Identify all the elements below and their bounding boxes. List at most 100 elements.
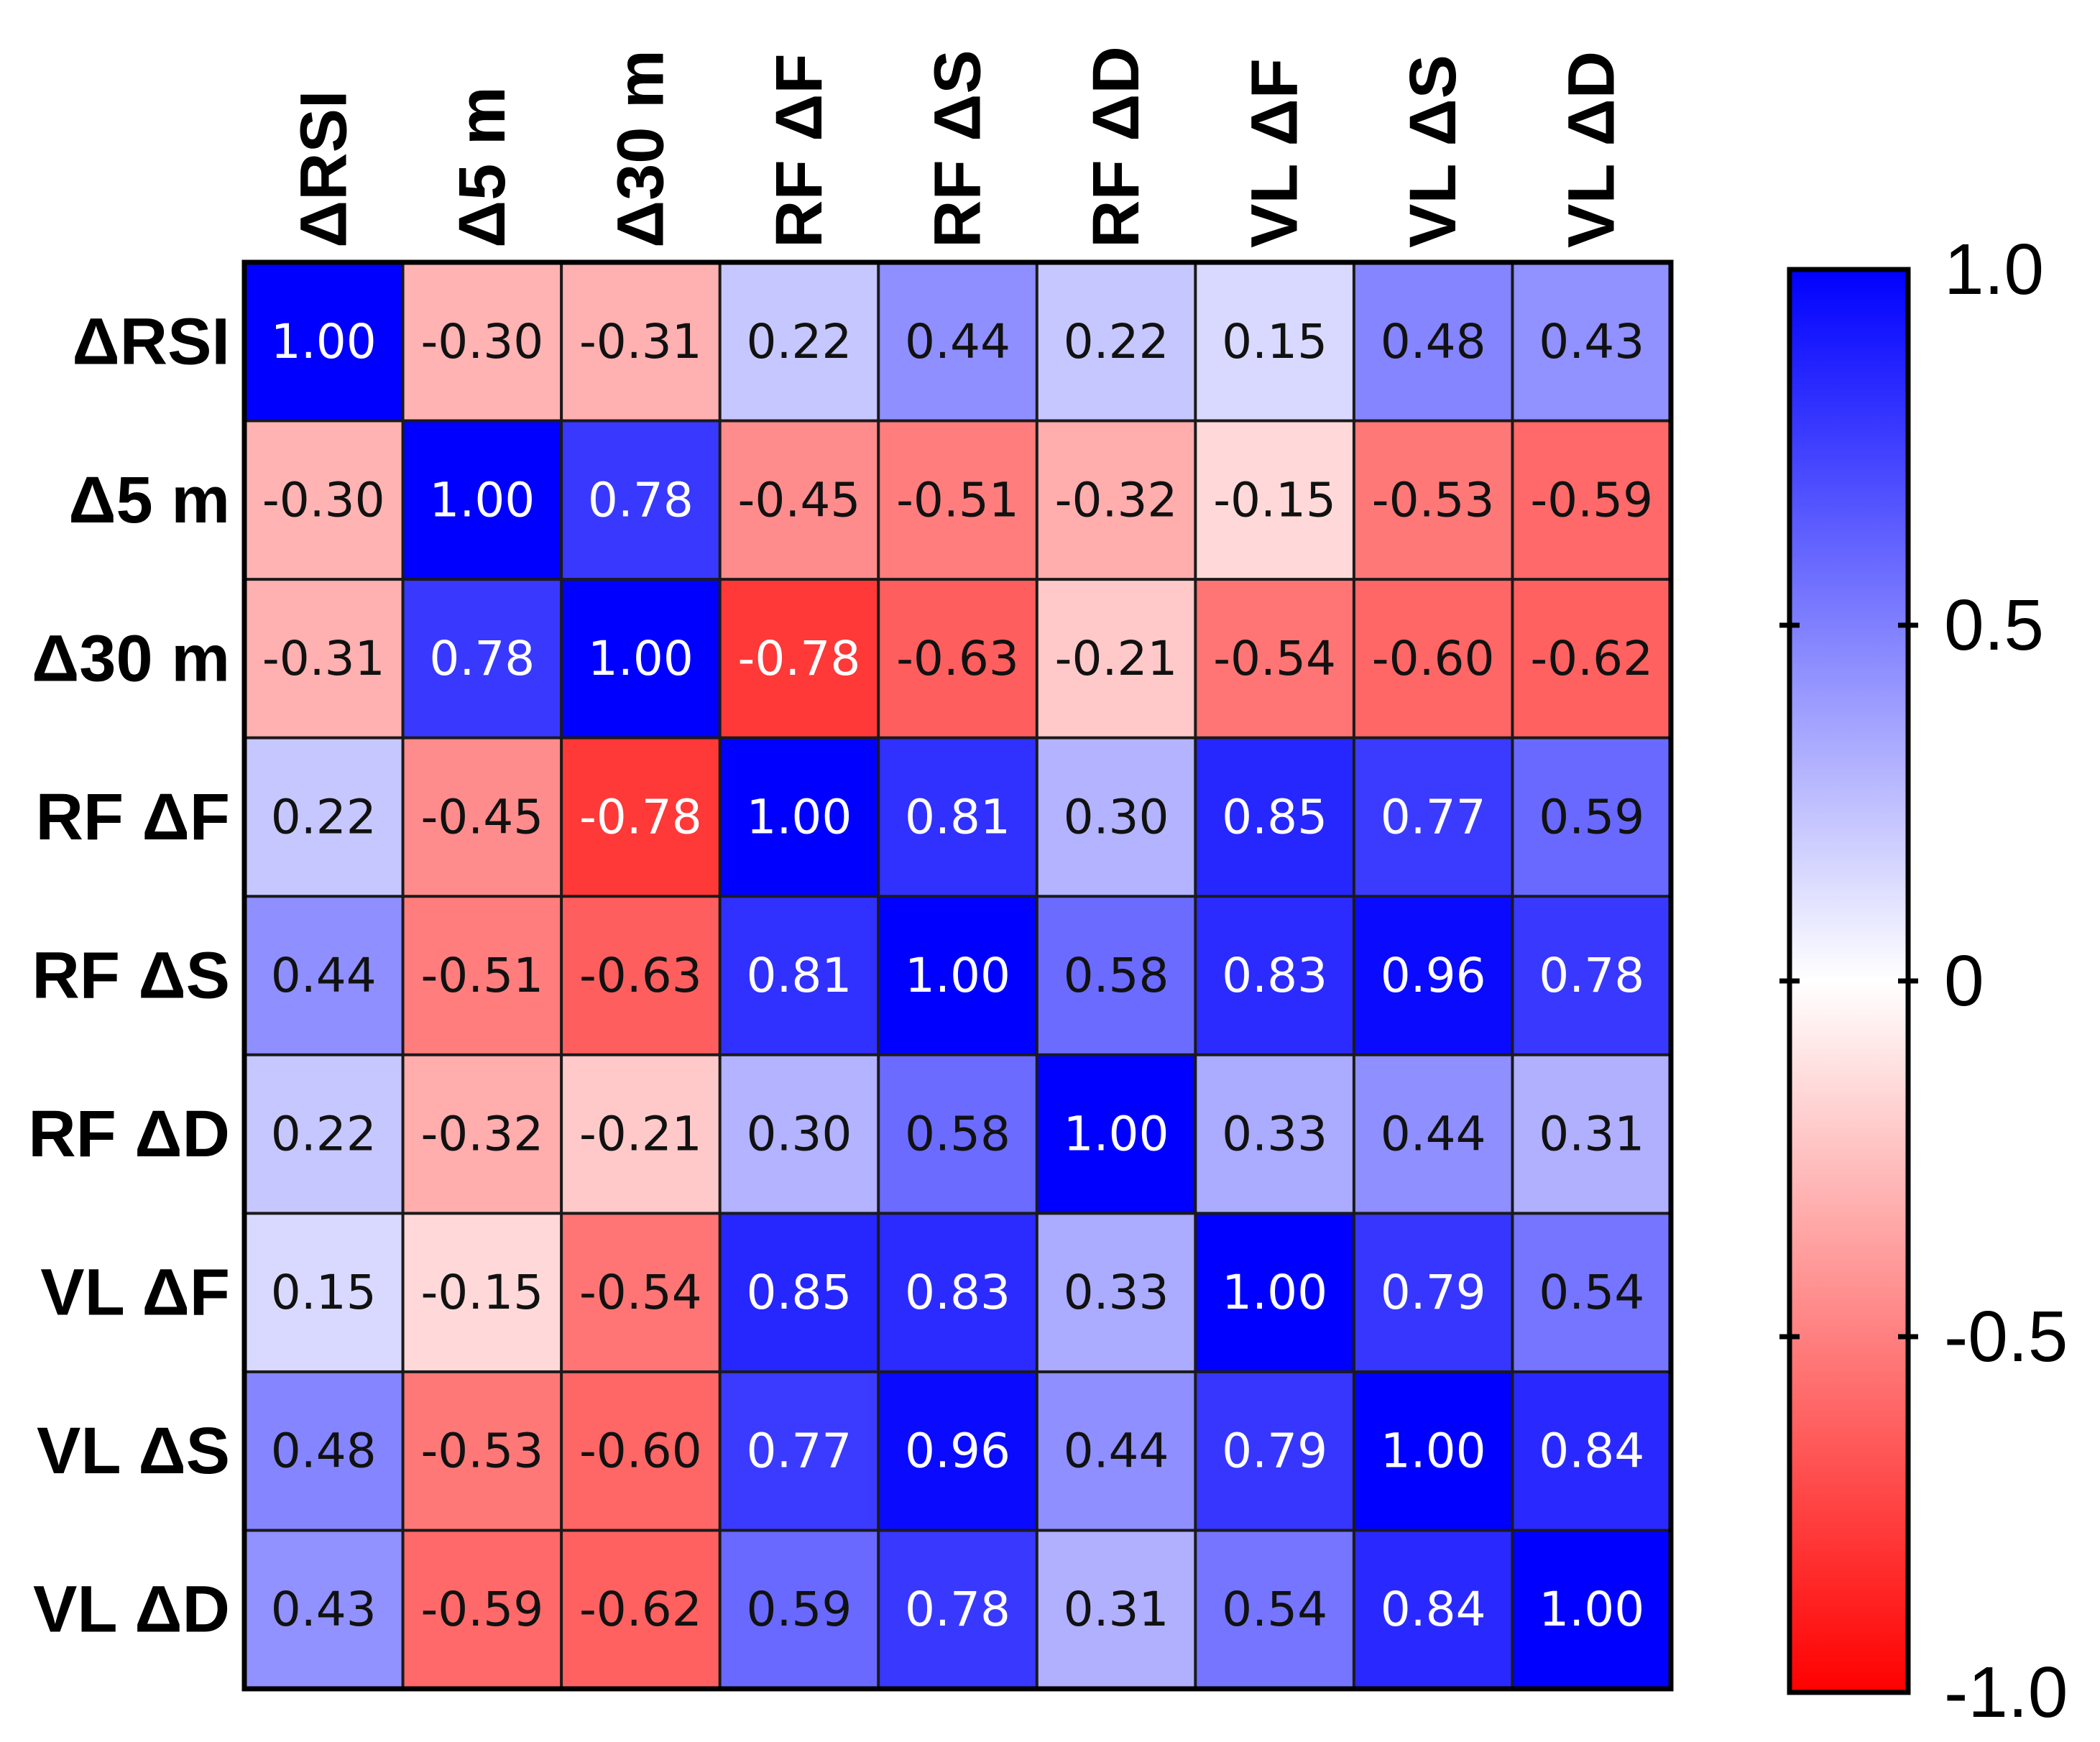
heatmap-cell-r8-c5: [1036, 1530, 1196, 1689]
heatmap-cell-r5-c3: [719, 1054, 879, 1214]
cell-value-label-r1-c7: -0.53: [1372, 472, 1495, 527]
column-label-6: VL ΔF: [1238, 58, 1312, 248]
heatmap-cell-r5-c8: [1512, 1054, 1671, 1214]
colorbar-tick-label-0: 1.0: [1944, 229, 2044, 310]
heatmap-cell-r6-c1: [402, 1213, 562, 1372]
heatmap-cell-r2-c4: [878, 579, 1037, 738]
heatmap-cell-r3-c1: [402, 737, 562, 897]
cell-value-label-r6-c1: -0.15: [420, 1265, 543, 1320]
heatmap-cell-r0-c4: [878, 262, 1037, 421]
cell-value-label-r5-c5: 1.00: [1064, 1107, 1169, 1162]
cell-value-label-r2-c3: -0.78: [738, 631, 861, 686]
cell-value-label-r6-c7: 0.79: [1381, 1265, 1486, 1320]
cell-value-label-r2-c8: -0.62: [1530, 631, 1653, 686]
heatmap-cell-r3-c4: [878, 737, 1037, 897]
cell-value-label-r3-c2: -0.78: [579, 789, 702, 844]
cell-value-label-r0-c5: 0.22: [1064, 314, 1169, 369]
cell-value-label-r3-c0: 0.22: [271, 789, 377, 844]
row-label-5: RF ΔD: [28, 1097, 230, 1171]
heatmap-cell-r7-c7: [1353, 1371, 1513, 1531]
heatmap-cell-r0-c1: [402, 262, 562, 421]
colorbar-tick-label-1: 0.5: [1944, 585, 2044, 665]
heatmap-cell-r8-c0: [244, 1530, 403, 1689]
cell-value-label-r4-c8: 0.78: [1539, 948, 1644, 1003]
heatmap-cell-r4-c6: [1195, 896, 1354, 1055]
cell-value-label-r6-c3: 0.85: [746, 1265, 852, 1320]
row-label-8: VL ΔD: [33, 1573, 230, 1646]
cell-value-label-r8-c7: 0.84: [1381, 1582, 1486, 1637]
heatmap-cell-r7-c8: [1512, 1371, 1671, 1531]
cell-value-label-r5-c7: 0.44: [1381, 1107, 1486, 1162]
heatmap-cell-r8-c8: [1512, 1530, 1671, 1689]
colorbar-gradient: [1787, 267, 1911, 1695]
heatmap-cell-r6-c3: [719, 1213, 879, 1372]
cell-value-label-r7-c6: 0.79: [1222, 1424, 1327, 1479]
heatmap-cells: 1.00 -0.30 -0.31 0.22 0.44 0.22 0.15 0.48 0.43 -0…: [244, 262, 1671, 1689]
column-label-5: RF ΔD: [1079, 46, 1153, 248]
heatmap-cell-r4-c0: [244, 896, 403, 1055]
cell-value-label-r0-c2: -0.31: [579, 314, 702, 369]
cell-value-label-r4-c2: -0.63: [579, 948, 702, 1003]
cell-value-label-r8-c2: -0.62: [579, 1582, 702, 1637]
cell-value-label-r8-c3: 0.59: [746, 1582, 852, 1637]
heatmap-cell-r3-c0: [244, 737, 403, 897]
cell-value-label-r6-c4: 0.83: [905, 1265, 1010, 1320]
cell-value-label-r7-c4: 0.96: [905, 1424, 1010, 1479]
cell-value-label-r5-c3: 0.30: [746, 1107, 852, 1162]
cell-value-label-r7-c7: 1.00: [1381, 1424, 1486, 1479]
cell-value-label-r3-c4: 0.81: [905, 789, 1010, 844]
cell-value-label-r4-c5: 0.58: [1064, 948, 1169, 1003]
heatmap-cell-r6-c5: [1036, 1213, 1196, 1372]
cell-value-label-r1-c5: -0.32: [1055, 472, 1178, 527]
heatmap-cell-r0-c6: [1195, 262, 1354, 421]
heatmap-cell-r8-c7: [1353, 1530, 1513, 1689]
heatmap-cell-r1-c2: [561, 420, 720, 580]
heatmap-cell-r3-c5: [1036, 737, 1196, 897]
cell-value-label-r6-c6: 1.00: [1222, 1265, 1327, 1320]
cell-value-label-r0-c4: 0.44: [905, 314, 1010, 369]
heatmap-cell-r5-c6: [1195, 1054, 1354, 1214]
heatmap-cell-r2-c7: [1353, 579, 1513, 738]
cell-value-label-r5-c6: 0.33: [1222, 1107, 1327, 1162]
cell-value-label-r6-c0: 0.15: [271, 1265, 377, 1320]
heatmap-cell-r4-c5: [1036, 896, 1196, 1055]
cell-value-label-r1-c0: -0.30: [262, 472, 385, 527]
cell-value-label-r8-c4: 0.78: [905, 1582, 1010, 1637]
heatmap-cell-r4-c7: [1353, 896, 1513, 1055]
heatmap-cell-r2-c5: [1036, 579, 1196, 738]
heatmap-cell-r3-c6: [1195, 737, 1354, 897]
cell-value-label-r0-c1: -0.30: [420, 314, 543, 369]
cell-value-label-r4-c4: 1.00: [905, 948, 1010, 1003]
heatmap-cell-r4-c2: [561, 896, 720, 1055]
cell-value-label-r3-c7: 0.77: [1381, 789, 1486, 844]
cell-value-label-r7-c3: 0.77: [746, 1424, 852, 1479]
heatmap-cell-r6-c2: [561, 1213, 720, 1372]
row-label-4: RF ΔS: [32, 939, 230, 1013]
cell-value-label-r1-c4: -0.51: [896, 472, 1019, 527]
cell-value-label-r6-c8: 0.54: [1539, 1265, 1644, 1320]
heatmap-cell-r5-c4: [878, 1054, 1037, 1214]
cell-value-label-r0-c6: 0.15: [1222, 314, 1327, 369]
column-label-0: ΔRSI: [287, 91, 360, 249]
column-label-2: Δ30 m: [604, 50, 677, 248]
cell-value-label-r7-c0: 0.48: [271, 1424, 377, 1479]
colorbar-tick-label-3: -0.5: [1944, 1296, 2068, 1377]
heatmap-cell-r7-c6: [1195, 1371, 1354, 1531]
row-label-1: Δ5 m: [68, 464, 230, 537]
heatmap-cell-r0-c8: [1512, 262, 1671, 421]
heatmap-cell-r1-c7: [1353, 420, 1513, 580]
heatmap-cell-r6-c8: [1512, 1213, 1671, 1372]
heatmap-cell-r2-c1: [402, 579, 562, 738]
heatmap-cell-r7-c4: [878, 1371, 1037, 1531]
heatmap-cell-r5-c2: [561, 1054, 720, 1214]
heatmap-cell-r3-c2: [561, 737, 720, 897]
cell-value-label-r3-c8: 0.59: [1539, 789, 1644, 844]
heatmap-cell-r0-c7: [1353, 262, 1513, 421]
heatmap-cell-r1-c4: [878, 420, 1037, 580]
cell-value-label-r1-c3: -0.45: [738, 472, 861, 527]
heatmap-cell-r7-c3: [719, 1371, 879, 1531]
heatmap-cell-r2-c3: [719, 579, 879, 738]
heatmap-cell-r2-c6: [1195, 579, 1354, 738]
heatmap-cell-r7-c5: [1036, 1371, 1196, 1531]
cell-value-label-r1-c6: -0.15: [1213, 472, 1336, 527]
